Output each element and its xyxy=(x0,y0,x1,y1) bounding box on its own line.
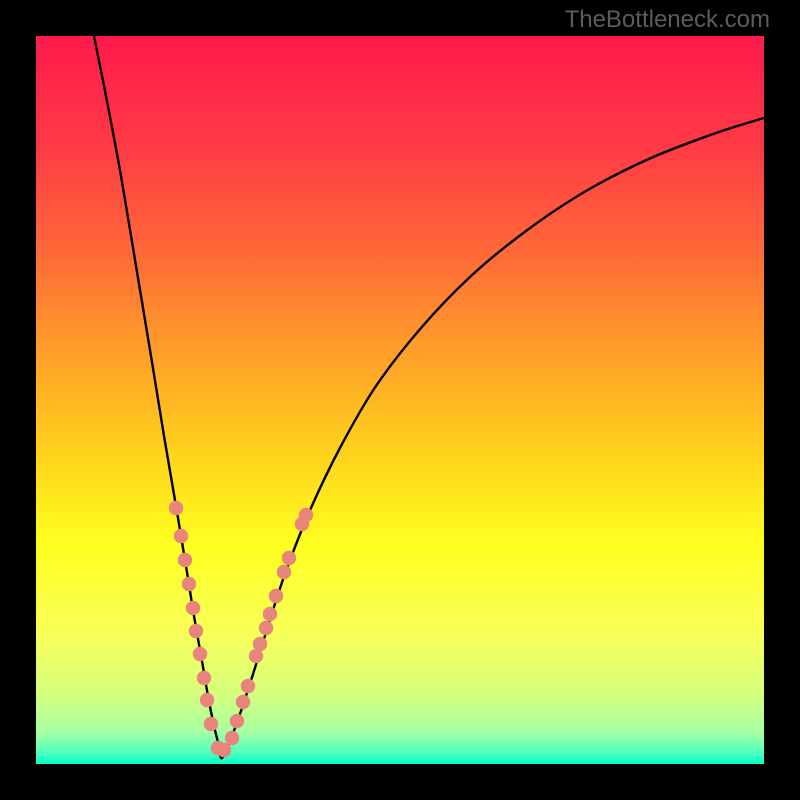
data-dot xyxy=(259,621,273,635)
data-dot xyxy=(269,589,283,603)
data-dot xyxy=(225,731,239,745)
data-dot xyxy=(241,679,255,693)
data-dot xyxy=(217,743,231,757)
data-dot xyxy=(204,717,218,731)
data-dots xyxy=(169,501,313,757)
data-dot xyxy=(282,551,296,565)
data-dot xyxy=(186,601,200,615)
plot-area xyxy=(36,36,764,764)
data-dot xyxy=(277,565,291,579)
data-dot xyxy=(253,637,267,651)
data-dot xyxy=(182,577,196,591)
data-dot xyxy=(178,553,192,567)
data-dot xyxy=(174,529,188,543)
data-dot xyxy=(299,508,313,522)
data-dot xyxy=(197,671,211,685)
data-dot xyxy=(169,501,183,515)
data-dot xyxy=(263,607,277,621)
data-dot xyxy=(230,714,244,728)
curve-layer xyxy=(36,36,764,764)
data-dot xyxy=(236,695,250,709)
data-dot xyxy=(200,693,214,707)
data-dot xyxy=(193,647,207,661)
chart-frame: TheBottleneck.com xyxy=(0,0,800,800)
watermark-text: TheBottleneck.com xyxy=(565,6,770,34)
data-dot xyxy=(189,624,203,638)
